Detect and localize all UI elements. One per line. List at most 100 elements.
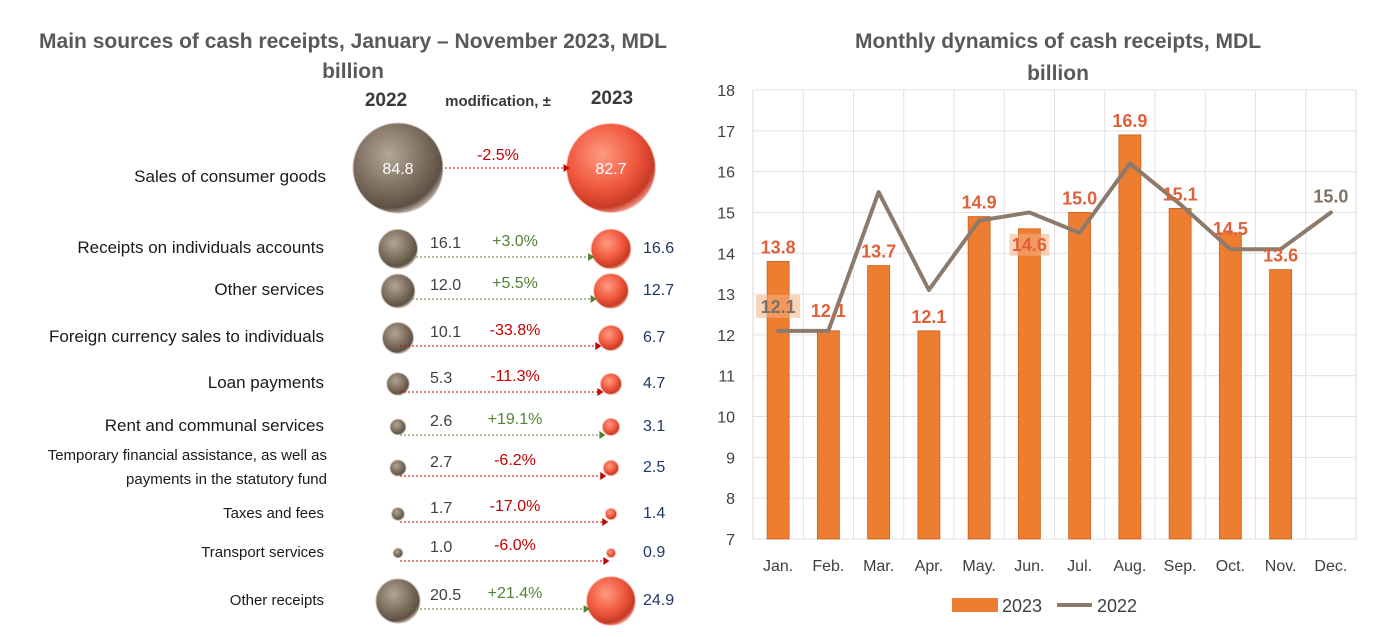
row-label: Other receipts	[230, 592, 324, 609]
receipts-sources-panel: Main sources of cash receipts, January –…	[39, 30, 674, 626]
value-2023: 0.9	[643, 544, 665, 561]
change-percent: +21.4%	[488, 585, 543, 602]
change-percent: -6.2%	[494, 452, 536, 469]
x-tick-label: Feb.	[812, 558, 844, 575]
x-tick-label: Nov.	[1265, 558, 1297, 575]
value-2022: 12.0	[430, 277, 461, 294]
change-percent: -2.5%	[477, 147, 519, 164]
y-tick-label: 14	[717, 246, 735, 263]
bar-data-label: 15.0	[1062, 188, 1097, 208]
bubble-2023	[599, 372, 623, 396]
bar-2023	[816, 330, 840, 540]
value-2023: 12.7	[643, 282, 674, 299]
y-tick-label: 17	[717, 124, 735, 141]
bubble-2022	[389, 418, 407, 436]
change-percent: -17.0%	[490, 498, 541, 515]
y-tick-label: 11	[718, 369, 735, 386]
value-2022: 1.7	[430, 500, 452, 517]
x-tick-label: Sep.	[1164, 558, 1197, 575]
bubble-2023	[590, 228, 632, 270]
x-tick-label: Jul.	[1067, 558, 1092, 575]
change-arrow-head	[599, 431, 606, 439]
bar-data-label: 12.1	[811, 301, 846, 321]
bar-2023	[1218, 232, 1242, 540]
x-tick-label: Jun.	[1014, 558, 1044, 575]
change-arrow-head	[590, 295, 597, 303]
x-tick-label: Jan.	[763, 558, 793, 575]
bubble-2023	[605, 547, 617, 559]
bar-2023	[1017, 228, 1041, 540]
y-tick-label: 9	[726, 450, 735, 467]
bar-data-label: 13.8	[761, 237, 796, 257]
monthly-dynamics-panel: Monthly dynamics of cash receipts, MDL b…	[712, 0, 1392, 632]
receipts-sources-chart: Main sources of cash receipts, January –…	[39, 30, 674, 626]
bubble-2023	[597, 324, 625, 352]
row-label: Foreign currency sales to individuals	[49, 327, 324, 346]
change-arrow-head	[597, 388, 604, 396]
row-label: Other services	[214, 280, 324, 299]
bubble-2023	[593, 273, 629, 309]
value-2022: 20.5	[430, 587, 461, 604]
bar-2023	[917, 330, 941, 540]
value-2023: 6.7	[643, 329, 665, 346]
value-2022: 2.6	[430, 413, 452, 430]
y-tick-label: 16	[717, 165, 735, 182]
x-tick-label: Dec.	[1314, 558, 1347, 575]
bar-2023	[1168, 207, 1192, 540]
value-2022: 1.0	[430, 539, 452, 556]
right-title-line2: billion	[1027, 62, 1089, 85]
change-arrow-head	[588, 253, 595, 261]
bar-data-label: 13.7	[861, 242, 896, 262]
y-tick-label: 10	[717, 410, 735, 427]
bar-2023	[867, 265, 891, 540]
value-2023: 1.4	[643, 505, 665, 522]
change-percent: +3.0%	[492, 233, 538, 250]
change-percent: +19.1%	[488, 411, 543, 428]
y-tick-label: 15	[717, 205, 735, 222]
value-2023: 16.6	[643, 240, 674, 257]
line-data-label: 12.1	[761, 297, 796, 317]
bar-data-label: 16.9	[1112, 111, 1147, 131]
value-2023: 2.5	[643, 459, 665, 476]
bar-data-label: 14.5	[1213, 219, 1248, 239]
bubble-2023	[601, 417, 621, 437]
change-arrow-head	[583, 605, 590, 613]
y-tick-label: 18	[717, 83, 735, 100]
legend: 2023 2022	[952, 596, 1137, 616]
value-2022: 16.1	[430, 235, 461, 252]
bubble-2022	[392, 547, 404, 559]
bar-data-label: 14.6	[1012, 235, 1047, 255]
value-2022: 2.7	[430, 454, 452, 471]
column-header-modification: modification, ±	[445, 93, 551, 110]
value-2022: 5.3	[430, 370, 452, 387]
change-arrow-head	[602, 518, 609, 526]
change-percent: +5.5%	[492, 275, 538, 292]
bubble-2022	[377, 228, 419, 270]
y-tick-label: 13	[717, 287, 735, 304]
legend-swatch-2023	[952, 598, 998, 612]
bar-data-label: 15.1	[1163, 184, 1198, 204]
x-tick-label: Mar.	[863, 558, 894, 575]
row-label: Sales of consumer goods	[134, 167, 326, 186]
bubble-2022	[391, 507, 405, 521]
bar-label-background	[1009, 233, 1050, 256]
change-percent: -33.8%	[490, 322, 541, 339]
bar-data-label: 13.6	[1263, 246, 1298, 266]
y-tick-label: 12	[717, 328, 735, 345]
bubble-2023	[586, 576, 636, 626]
bar-2023	[1068, 212, 1092, 540]
row-label: Temporary financial assistance, as well …	[48, 447, 327, 464]
x-tick-label: Oct.	[1216, 558, 1245, 575]
left-title-line1: Main sources of cash receipts, January –…	[39, 30, 667, 53]
change-arrow-head	[603, 557, 610, 565]
bubble-2022	[380, 273, 416, 309]
column-header-2022: 2022	[365, 90, 407, 111]
change-percent: -11.3%	[490, 368, 540, 385]
row-label: Taxes and fees	[223, 505, 324, 522]
row-label: Receipts on individuals accounts	[77, 238, 324, 257]
value-2023: 24.9	[643, 592, 674, 609]
row-label: payments in the statutory fund	[126, 471, 327, 488]
y-tick-label: 8	[726, 491, 735, 508]
monthly-dynamics-chart: Monthly dynamics of cash receipts, MDL b…	[717, 30, 1357, 616]
bubble-2022	[352, 122, 444, 214]
